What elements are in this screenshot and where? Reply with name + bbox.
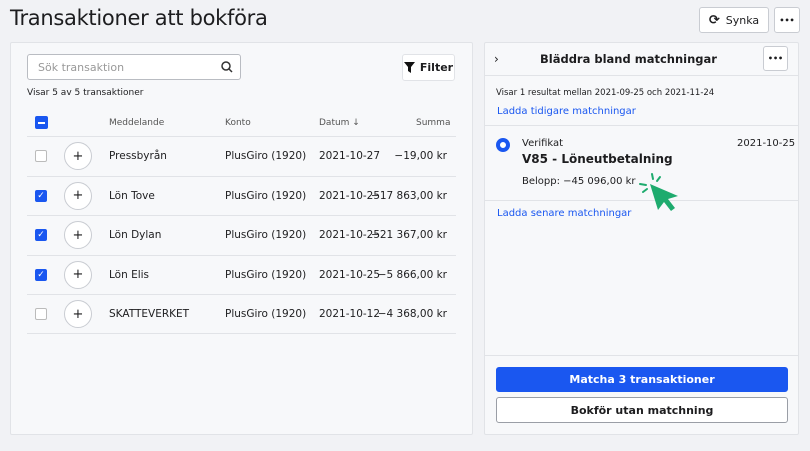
column-date[interactable]: Datum ↓ bbox=[319, 118, 360, 128]
row-date: 2021-10-12 bbox=[319, 308, 381, 321]
match-radio[interactable] bbox=[496, 138, 510, 152]
row-amount: −19,00 kr bbox=[394, 150, 447, 163]
table-row[interactable]: ✓ + Lön Tove PlusGiro (1920) 2021-10-25 … bbox=[27, 175, 456, 216]
row-date: 2021-10-27 bbox=[319, 150, 381, 163]
row-amount: −17 863,00 kr bbox=[371, 189, 447, 202]
match-type: Verifikat bbox=[522, 138, 564, 149]
divider bbox=[485, 75, 798, 76]
filter-icon bbox=[403, 62, 415, 73]
row-account: PlusGiro (1920) bbox=[225, 229, 307, 242]
plus-icon: + bbox=[72, 227, 84, 243]
select-all-checkbox[interactable] bbox=[35, 116, 48, 129]
row-amount: −21 367,00 kr bbox=[371, 229, 447, 242]
more-button[interactable]: ••• bbox=[774, 7, 800, 33]
row-account: PlusGiro (1920) bbox=[225, 308, 307, 321]
refresh-icon: ⟳ bbox=[708, 12, 720, 28]
result-text: Visar 1 resultat mellan 2021-09-25 och 2… bbox=[496, 88, 715, 98]
page-title: Transaktioner att bokföra bbox=[10, 6, 268, 30]
plus-icon: + bbox=[72, 306, 84, 322]
filter-button[interactable]: Filter bbox=[402, 54, 455, 81]
column-amount[interactable]: Summa bbox=[416, 118, 451, 128]
divider bbox=[485, 355, 798, 356]
row-checkbox[interactable] bbox=[35, 150, 47, 163]
row-message: Pressbyrån bbox=[109, 150, 167, 163]
table-row[interactable]: ✓ + Lön Elis PlusGiro (1920) 2021-10-25 … bbox=[27, 254, 456, 295]
column-account[interactable]: Konto bbox=[225, 118, 251, 128]
match-date: 2021-10-25 bbox=[737, 138, 796, 149]
row-message: Lön Dylan bbox=[109, 229, 162, 242]
match-transactions-button[interactable]: Matcha 3 transaktioner bbox=[496, 367, 788, 392]
add-button[interactable]: + bbox=[64, 300, 92, 329]
column-message[interactable]: Meddelande bbox=[109, 118, 165, 128]
row-message: Lön Tove bbox=[109, 189, 155, 202]
row-checkbox[interactable] bbox=[35, 308, 47, 321]
load-earlier-link[interactable]: Ladda tidigare matchningar bbox=[497, 106, 636, 117]
row-date: 2021-10-25 bbox=[319, 189, 381, 202]
plus-icon: + bbox=[72, 148, 84, 164]
add-button[interactable]: + bbox=[64, 221, 92, 250]
book-without-match-button[interactable]: Bokför utan matchning bbox=[496, 397, 788, 423]
row-account: PlusGiro (1920) bbox=[225, 150, 307, 163]
row-amount: −4 368,00 kr bbox=[377, 308, 447, 321]
plus-icon: + bbox=[72, 188, 84, 204]
match-title: V85 - Löneutbetalning bbox=[522, 152, 673, 166]
row-amount: −5 866,00 kr bbox=[377, 268, 447, 281]
row-message: SKATTEVERKET bbox=[109, 308, 190, 321]
add-button[interactable]: + bbox=[64, 260, 92, 289]
sync-button[interactable]: ⟳ Synka bbox=[699, 7, 769, 33]
table-row[interactable]: ✓ + Lön Dylan PlusGiro (1920) 2021-10-25… bbox=[27, 215, 456, 255]
matches-more-button[interactable]: ••• bbox=[763, 46, 788, 71]
collapse-chevron-icon[interactable]: › bbox=[494, 52, 499, 66]
row-date: 2021-10-25 bbox=[319, 268, 381, 281]
matches-title: Bläddra bland matchningar bbox=[540, 52, 717, 66]
load-later-link[interactable]: Ladda senare matchningar bbox=[497, 208, 632, 219]
search-icon bbox=[221, 61, 233, 73]
match-item[interactable] bbox=[485, 125, 798, 201]
table-row[interactable]: + SKATTEVERKET PlusGiro (1920) 2021-10-1… bbox=[27, 294, 456, 334]
cursor-click-icon bbox=[639, 173, 678, 211]
row-account: PlusGiro (1920) bbox=[225, 189, 307, 202]
row-checkbox[interactable]: ✓ bbox=[35, 268, 47, 281]
transaction-count: Visar 5 av 5 transaktioner bbox=[27, 88, 144, 98]
add-button[interactable]: + bbox=[64, 142, 92, 171]
row-date: 2021-10-25 bbox=[319, 229, 381, 242]
row-checkbox[interactable]: ✓ bbox=[35, 229, 47, 242]
divider bbox=[27, 333, 456, 334]
row-message: Lön Elis bbox=[109, 268, 150, 281]
plus-icon: + bbox=[72, 267, 84, 283]
row-account: PlusGiro (1920) bbox=[225, 268, 307, 281]
table-row[interactable]: + Pressbyrån PlusGiro (1920) 2021-10-27 … bbox=[27, 136, 456, 176]
row-checkbox[interactable]: ✓ bbox=[35, 189, 47, 202]
search-input[interactable]: Sök transaktion bbox=[27, 54, 241, 80]
match-amount: Belopp: −45 096,00 kr bbox=[522, 176, 636, 187]
add-button[interactable]: + bbox=[64, 181, 92, 210]
